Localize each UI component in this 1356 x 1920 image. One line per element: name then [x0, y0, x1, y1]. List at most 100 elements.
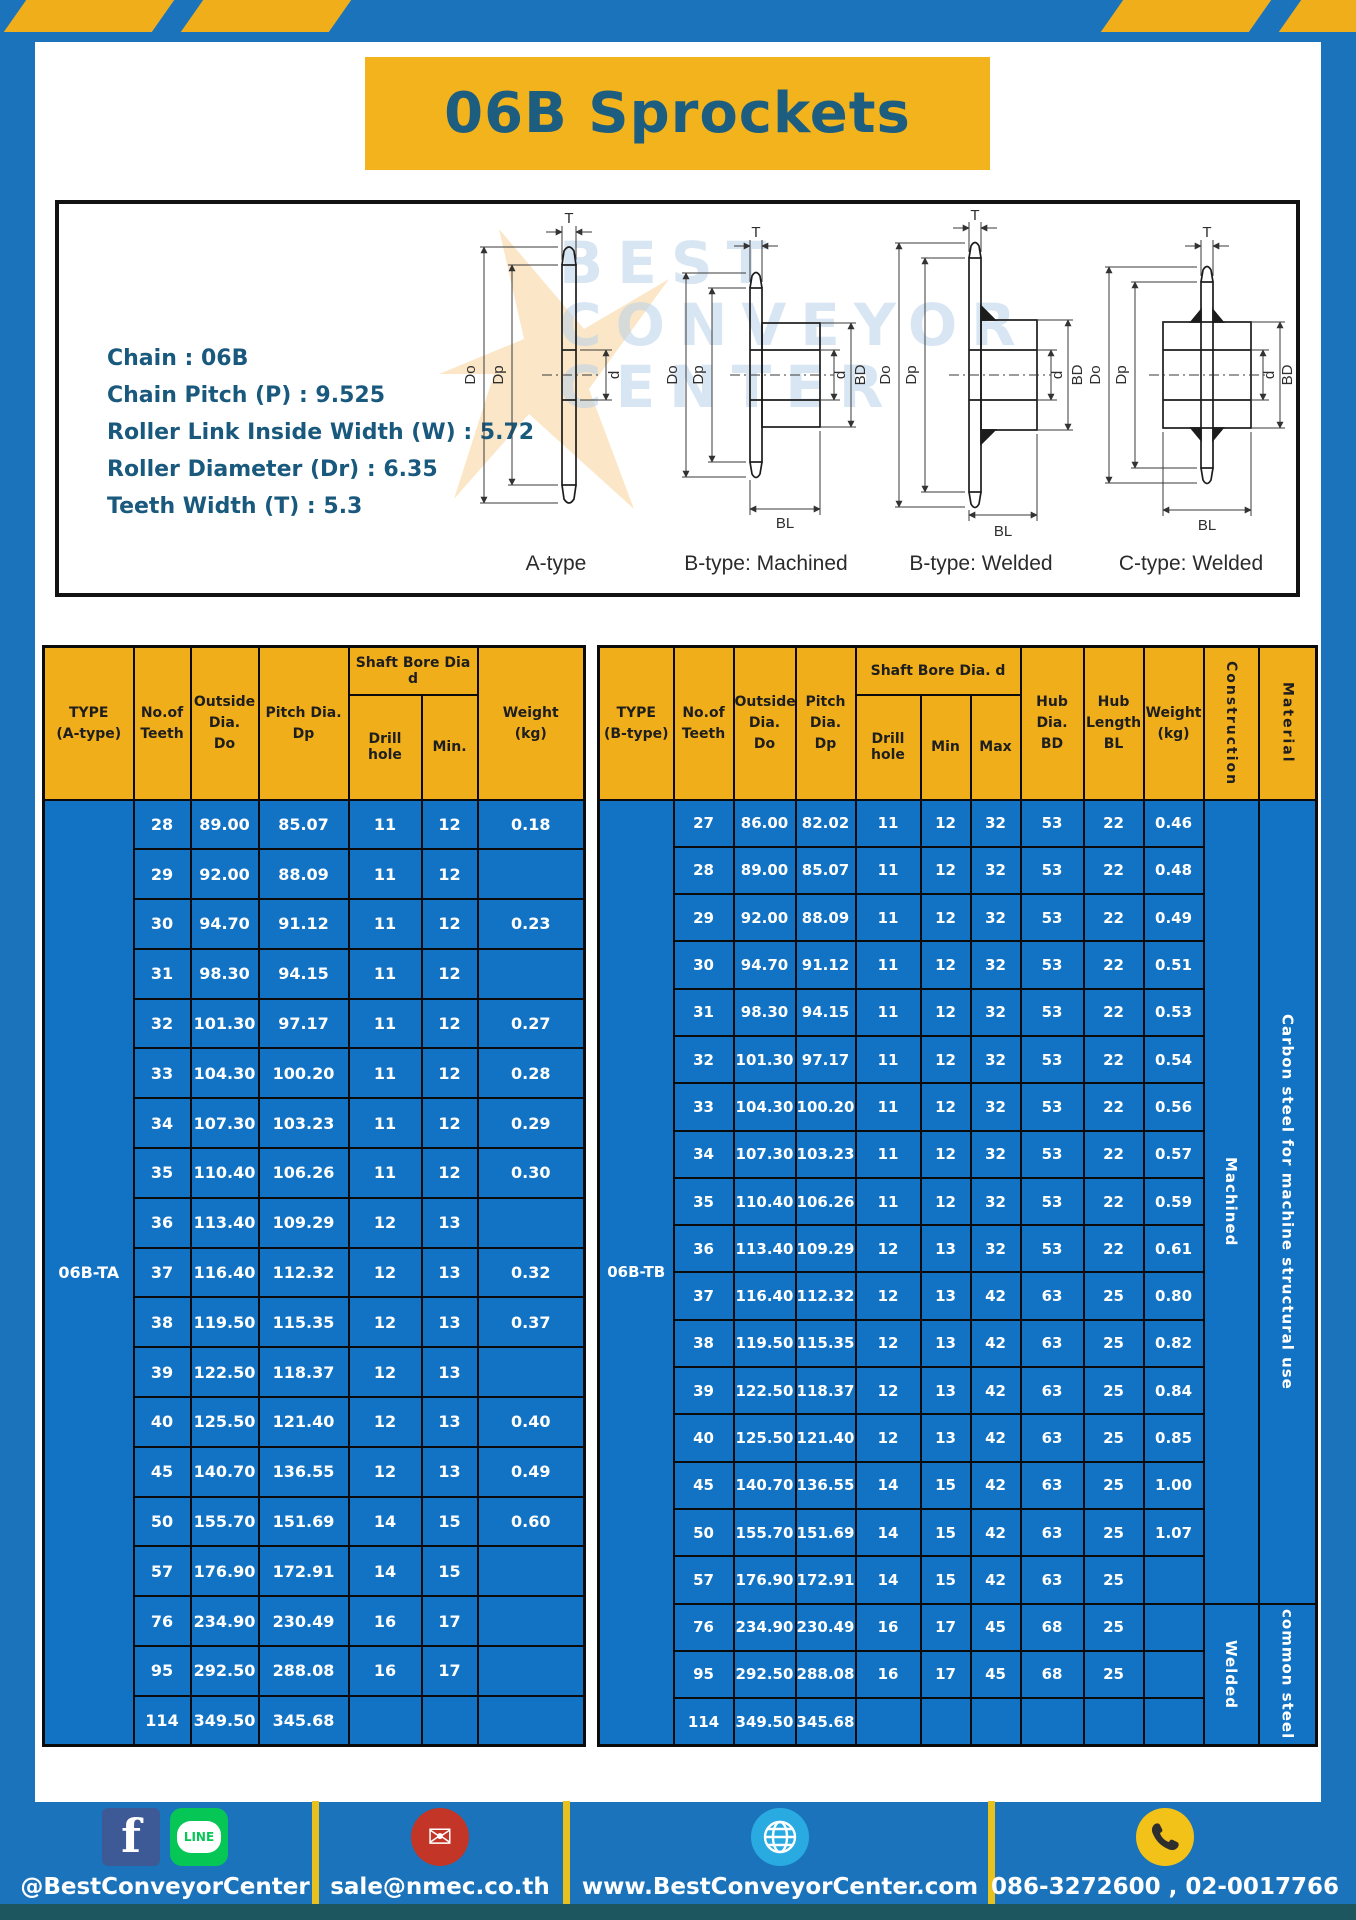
type-cell: 06B-TB — [597, 798, 675, 1747]
cell-teeth: 37 — [672, 1271, 735, 1321]
col-header-max: Max — [969, 693, 1022, 801]
header-stripe — [1278, 0, 1356, 32]
cell-drill-hole: 11 — [854, 987, 922, 1037]
cell-min: 15 — [919, 1555, 972, 1605]
dim-label-do: Do — [877, 365, 894, 384]
cell-outside-dia: 176.90 — [732, 1555, 797, 1605]
cell-pitch-dia: 172.91 — [257, 1545, 350, 1598]
cell-teeth: 32 — [132, 997, 192, 1050]
type-caption-c-welded: C-type: Welded — [1118, 552, 1264, 575]
cell-min: 17 — [420, 1645, 479, 1697]
footer-website-section[interactable]: www.BestConveyorCenter.com — [575, 1806, 985, 1900]
dim-label-t: T — [751, 224, 760, 241]
facebook-icon[interactable]: f — [102, 1808, 160, 1866]
cell-outside-dia: 234.90 — [732, 1602, 797, 1652]
cell-max: 32 — [969, 1034, 1022, 1085]
cell-teeth: 34 — [132, 1097, 192, 1150]
cell-drill-hole — [854, 1697, 922, 1747]
col-header-pitch-dia: Pitch Dia. Dp — [794, 645, 857, 801]
cell-hub-dia: 53 — [1019, 1082, 1085, 1132]
cell-outside-dia: 125.50 — [189, 1396, 260, 1448]
cell-hub-dia: 63 — [1019, 1460, 1085, 1510]
col-header-pitch-dia: Pitch Dia. Dp — [257, 645, 350, 801]
cell-pitch-dia: 345.68 — [257, 1694, 350, 1747]
cell-teeth: 45 — [672, 1460, 735, 1510]
cell-hub-length: 25 — [1082, 1271, 1145, 1321]
table-row: 30 94.70 91.12 11 12 32 53 22 0.51 — [599, 940, 1317, 990]
website-url[interactable]: www.BestConveyorCenter.com — [581, 1874, 979, 1900]
cell-min: 12 — [420, 1147, 479, 1199]
cell-max: 45 — [969, 1602, 1022, 1652]
footer-phone-section[interactable]: 086-3272600 , 02-0017766 — [991, 1806, 1339, 1900]
cell-hub-length: 22 — [1082, 845, 1145, 896]
table-row: 39 122.50 118.37 12 13 — [44, 1346, 586, 1399]
cell-outside-dia: 119.50 — [189, 1296, 260, 1349]
cell-min: 13 — [420, 1396, 479, 1448]
cell-pitch-dia: 345.68 — [794, 1697, 857, 1747]
cell-hub-length: 22 — [1082, 940, 1145, 990]
cell-teeth: 31 — [132, 947, 192, 1000]
footer-email-section[interactable]: ✉ sale@nmec.co.th — [320, 1806, 560, 1900]
cell-teeth: 31 — [672, 987, 735, 1037]
cell-teeth: 114 — [132, 1694, 192, 1747]
cell-weight: 0.30 — [476, 1147, 586, 1199]
cell-weight: 0.54 — [1142, 1034, 1205, 1085]
globe-icon[interactable] — [751, 1808, 809, 1866]
construction-cell: Welded — [1202, 1602, 1260, 1747]
cell-max: 42 — [969, 1460, 1022, 1510]
cell-min: 17 — [919, 1602, 972, 1652]
cell-hub-length: 25 — [1082, 1602, 1145, 1652]
cell-pitch-dia: 172.91 — [794, 1555, 857, 1605]
col-header-outside-dia: Outside Dia. Do — [189, 645, 260, 801]
page-title: 06B Sprockets — [365, 57, 990, 170]
cell-pitch-dia: 136.55 — [257, 1445, 350, 1498]
cell-max: 42 — [969, 1555, 1022, 1605]
cell-outside-dia: 110.40 — [189, 1147, 260, 1199]
table-row: 45 140.70 136.55 12 13 0.49 — [44, 1445, 586, 1498]
cell-pitch-dia: 88.09 — [794, 893, 857, 943]
cell-outside-dia: 92.00 — [732, 893, 797, 943]
cell-max: 42 — [969, 1318, 1022, 1369]
cell-pitch-dia: 288.08 — [794, 1649, 857, 1700]
cell-drill-hole: 11 — [854, 798, 922, 848]
cell-weight: 1.00 — [1142, 1460, 1205, 1510]
cell-min: 12 — [919, 940, 972, 990]
phone-icon[interactable] — [1136, 1808, 1194, 1866]
cell-hub-dia: 63 — [1019, 1555, 1085, 1605]
table-row: 31 98.30 94.15 11 12 — [44, 947, 586, 1000]
email-address[interactable]: sale@nmec.co.th — [330, 1874, 550, 1900]
cell-drill-hole: 12 — [854, 1366, 922, 1416]
footer-social-section[interactable]: f LINE @BestConveyorCenter — [20, 1806, 310, 1900]
mail-icon[interactable]: ✉ — [411, 1808, 469, 1866]
cell-min: 15 — [420, 1545, 479, 1598]
cell-weight: 0.29 — [476, 1097, 586, 1150]
cell-max: 45 — [969, 1649, 1022, 1700]
col-header-shaft-bore: Shaft Bore Dia. d — [854, 645, 1022, 696]
cell-teeth: 95 — [672, 1649, 735, 1700]
cell-drill-hole: 11 — [347, 1047, 423, 1100]
cell-max: 32 — [969, 1129, 1022, 1179]
cell-outside-dia: 349.50 — [732, 1697, 797, 1747]
cell-teeth: 36 — [672, 1224, 735, 1274]
social-handle[interactable]: @BestConveyorCenter — [20, 1874, 310, 1900]
cell-pitch-dia: 230.49 — [257, 1595, 350, 1648]
cell-outside-dia: 349.50 — [189, 1694, 260, 1747]
cell-pitch-dia: 97.17 — [257, 997, 350, 1050]
cell-min: 12 — [919, 893, 972, 943]
cell-pitch-dia: 151.69 — [794, 1507, 857, 1558]
cell-hub-dia: 63 — [1019, 1507, 1085, 1558]
cell-teeth: 37 — [132, 1246, 192, 1299]
cell-weight: 0.84 — [1142, 1366, 1205, 1416]
cell-drill-hole: 11 — [854, 1034, 922, 1085]
line-icon[interactable]: LINE — [170, 1808, 228, 1866]
dim-label-d: d — [1049, 371, 1066, 379]
cell-pitch-dia: 91.12 — [794, 940, 857, 990]
cell-min: 12 — [420, 898, 479, 950]
cell-hub-dia: 53 — [1019, 1034, 1085, 1085]
cell-pitch-dia: 106.26 — [257, 1147, 350, 1199]
cell-teeth: 50 — [132, 1495, 192, 1548]
phone-numbers[interactable]: 086-3272600 , 02-0017766 — [991, 1874, 1339, 1900]
cell-hub-dia: 53 — [1019, 1129, 1085, 1179]
cell-weight: 0.53 — [1142, 987, 1205, 1037]
cell-hub-length: 25 — [1082, 1318, 1145, 1369]
